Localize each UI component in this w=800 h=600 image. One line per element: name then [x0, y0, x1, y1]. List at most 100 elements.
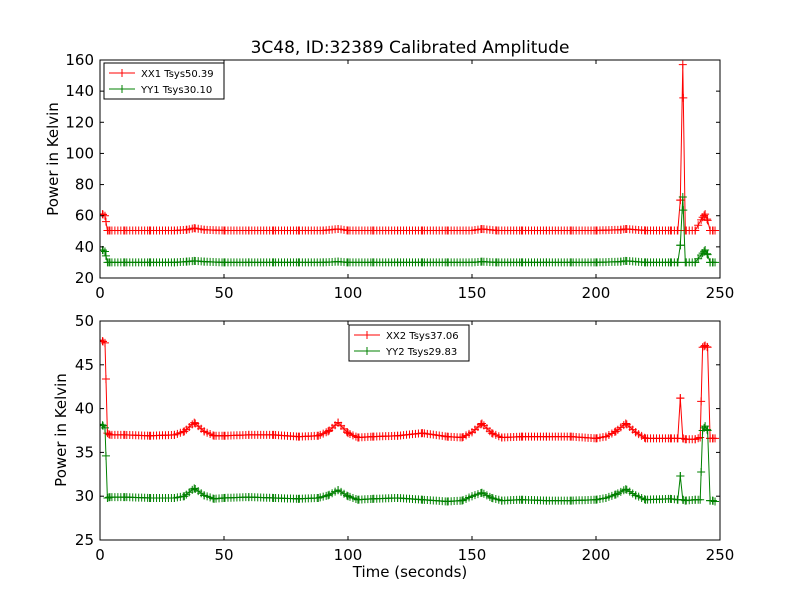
data-point: [567, 432, 576, 441]
data-point: [679, 206, 688, 215]
data-point: [244, 430, 253, 439]
data-point: [592, 495, 600, 504]
data-point: [517, 258, 526, 267]
data-point: [344, 226, 352, 235]
data-point: [344, 429, 352, 438]
data-point: [631, 491, 640, 500]
data-point: [170, 493, 179, 502]
legend-box: [103, 62, 225, 100]
data-point: [703, 250, 712, 259]
data-point: [100, 338, 109, 347]
x-tick-label: 150: [458, 546, 487, 564]
data-point: [681, 496, 690, 505]
data-point: [666, 258, 675, 267]
data-point: [676, 394, 685, 403]
data-point: [701, 245, 710, 254]
data-point: [418, 429, 427, 438]
data-point: [592, 434, 600, 443]
data-point: [101, 217, 110, 226]
data-point: [294, 258, 303, 267]
data-point: [200, 427, 209, 436]
data-point: [711, 258, 720, 267]
series-1-1: [100, 420, 720, 506]
data-point: [703, 343, 712, 352]
data-point: [418, 258, 427, 267]
data-point: [105, 258, 114, 267]
data-point: [621, 485, 630, 494]
data-point: [611, 490, 620, 499]
data-point: [611, 427, 620, 436]
data-point: [673, 226, 682, 235]
data-point: [418, 495, 427, 504]
series-0-0: [100, 60, 720, 235]
data-point: [678, 193, 687, 202]
data-point: [542, 226, 551, 235]
data-point: [353, 433, 362, 442]
data-point: [344, 492, 352, 501]
data-point: [182, 225, 191, 234]
y-tick-label: 120: [65, 113, 94, 131]
data-point: [368, 432, 377, 441]
legend-marker: [118, 69, 126, 77]
top-subplot: 0 50 100 150 200 250 20 40 60 80 100 120 140 160 XX1 T…: [65, 51, 734, 302]
data-point: [334, 486, 343, 495]
data-point: [567, 496, 576, 505]
x-tick-label: 0: [95, 546, 105, 564]
legend-marker: [363, 347, 371, 355]
data-point: [497, 496, 506, 505]
xlabel: Time (seconds): [352, 563, 468, 581]
y-tick-label: 60: [75, 207, 94, 225]
data-point: [105, 226, 114, 235]
ylabel-top: Power in Kelvin: [44, 102, 62, 216]
data-point: [210, 494, 219, 503]
y-tick-label: 80: [75, 176, 94, 194]
data-point: [100, 423, 109, 432]
data-point: [676, 241, 685, 250]
data-point: [616, 225, 625, 234]
x-tick-label: 150: [458, 284, 487, 302]
data-point: [314, 431, 323, 440]
data-point: [458, 433, 467, 442]
legend-label: XX2 Tsys37.06: [386, 331, 459, 342]
data-point: [487, 429, 496, 438]
data-point: [368, 226, 377, 235]
data-point: [567, 258, 576, 267]
data-point: [477, 224, 486, 233]
data-point: [616, 257, 625, 266]
x-tick-label: 200: [582, 546, 611, 564]
data-point: [324, 491, 333, 500]
data-point: [101, 374, 110, 383]
data-point: [393, 431, 402, 440]
y-tick-label: 20: [75, 269, 94, 287]
data-point: [120, 258, 129, 267]
plot-frame: [99, 59, 721, 279]
data-point: [517, 495, 526, 504]
data-point: [244, 258, 253, 267]
data-point: [711, 434, 720, 443]
data-point: [319, 226, 328, 235]
data-point: [711, 497, 720, 506]
x-tick-label: 200: [582, 284, 611, 302]
data-point: [180, 427, 189, 436]
data-point: [220, 226, 228, 235]
data-point: [542, 258, 551, 267]
data-point: [145, 226, 154, 235]
data-point: [542, 432, 551, 441]
data-point: [621, 224, 630, 233]
x-tick-label: 50: [214, 546, 233, 564]
data-point: [666, 434, 675, 443]
data-point: [244, 493, 253, 502]
data-point: [697, 468, 706, 477]
data-point: [220, 431, 228, 440]
data-point: [697, 397, 706, 406]
y-tick-label: 100: [65, 144, 94, 162]
data-point: [220, 258, 228, 267]
data-point: [319, 258, 328, 267]
data-point: [190, 484, 199, 493]
data-point: [180, 492, 189, 501]
data-point: [696, 433, 705, 442]
data-point: [418, 226, 427, 235]
y-tick-label: 45: [75, 356, 94, 374]
x-tick-label: 250: [706, 546, 735, 564]
